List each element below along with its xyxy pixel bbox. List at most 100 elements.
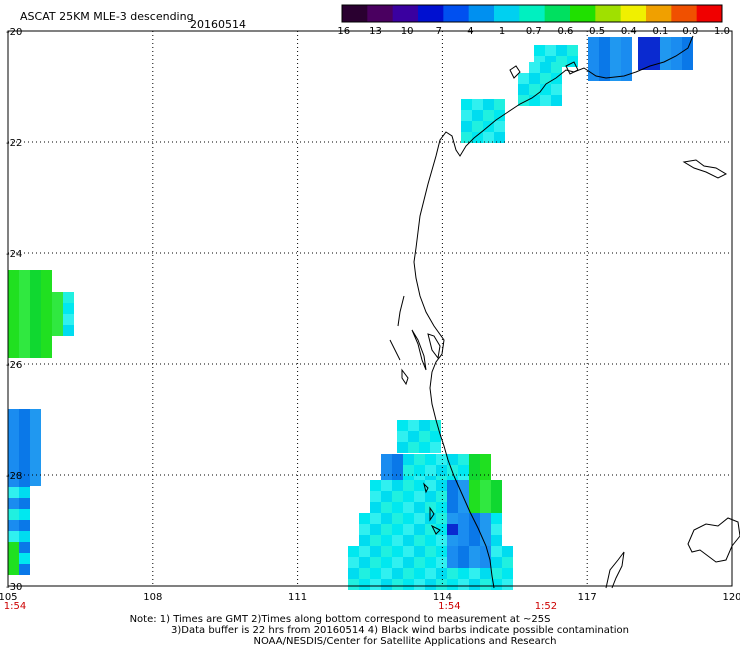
wind-cell (436, 491, 447, 502)
wind-cell (458, 502, 469, 513)
wind-cell (41, 292, 52, 303)
wind-cell (8, 509, 19, 520)
wind-cell (403, 513, 414, 524)
wind-cell (480, 480, 491, 491)
wind-cell (491, 491, 502, 502)
wind-cell (469, 480, 480, 491)
wind-cell (414, 491, 425, 502)
wind-cell (458, 568, 469, 579)
wind-cell (19, 464, 30, 475)
wind-cell (480, 454, 491, 465)
wind-cell (30, 336, 41, 347)
wind-cell (447, 557, 458, 568)
wind-cell (392, 546, 403, 557)
wind-cell (425, 535, 436, 546)
wind-cell (8, 325, 19, 336)
wind-cell (447, 568, 458, 579)
wind-cell (414, 480, 425, 491)
wind-cell (370, 535, 381, 546)
wind-cell (8, 281, 19, 292)
coastline-peninsula (411, 329, 427, 371)
wind-cell (381, 513, 392, 524)
wind-cell (621, 37, 632, 48)
wind-cell (52, 303, 63, 314)
colorbar-swatch (468, 5, 495, 22)
wind-cell (359, 546, 370, 557)
wind-cell (436, 502, 447, 513)
x-tick-label: 108 (143, 592, 162, 603)
wind-cell (610, 59, 621, 70)
wind-cell (610, 37, 621, 48)
wind-cell (518, 84, 529, 95)
colorbar-swatch (443, 5, 470, 22)
wind-cell (567, 56, 578, 67)
wind-cell (458, 524, 469, 535)
wind-cell (19, 314, 30, 325)
wind-cell (599, 48, 610, 59)
footer-line-3: NOAA/NESDIS/Center for Satellite Applica… (253, 636, 557, 647)
wind-cell (403, 568, 414, 579)
wind-cell (8, 292, 19, 303)
wind-cell (392, 491, 403, 502)
wind-cell (63, 303, 74, 314)
wind-cell (403, 502, 414, 513)
wind-cell (19, 292, 30, 303)
wind-cell (469, 465, 480, 476)
wind-cell (472, 110, 483, 121)
wind-cell (403, 524, 414, 535)
wind-cell (425, 524, 436, 535)
wind-cell (370, 491, 381, 502)
wind-cell (381, 568, 392, 579)
wind-cell (41, 325, 52, 336)
colorbar-swatch (519, 5, 546, 22)
wind-cell (447, 465, 458, 476)
wind-cell (359, 535, 370, 546)
map-frame (7, 30, 733, 587)
wind-cell (425, 557, 436, 568)
wind-cell (8, 542, 19, 553)
coastline-main (413, 35, 694, 589)
coastline-island-5 (565, 61, 579, 75)
wind-cell (19, 303, 30, 314)
wind-cell (480, 579, 491, 590)
wind-cell (41, 314, 52, 325)
wind-cell (491, 579, 502, 590)
wind-cell (436, 535, 447, 546)
wind-cell (458, 465, 469, 476)
wind-cell (671, 59, 682, 70)
wind-cell (621, 48, 632, 59)
wind-cell (491, 480, 502, 491)
wind-cell (19, 476, 30, 487)
wind-cell (414, 502, 425, 513)
wind-cell (469, 454, 480, 465)
wind-cell (19, 531, 30, 542)
wind-cell (30, 325, 41, 336)
wind-cell (588, 59, 599, 70)
wind-cell (392, 535, 403, 546)
coastline-island-3 (401, 368, 409, 386)
wind-cell (403, 579, 414, 590)
wind-cell (649, 37, 660, 48)
wind-cell (414, 465, 425, 476)
wind-cell (381, 454, 392, 465)
wind-cell (461, 110, 472, 121)
wind-cell (392, 513, 403, 524)
wind-cell (588, 37, 599, 48)
wind-cell (436, 513, 447, 524)
wind-cell (30, 420, 41, 431)
wind-cell (19, 270, 30, 281)
wind-cell (472, 121, 483, 132)
wind-cell (494, 99, 505, 110)
wind-cell (403, 557, 414, 568)
colorbar-swatch (570, 5, 596, 22)
wind-cell (19, 442, 30, 453)
wind-cell (436, 465, 447, 476)
wind-cell (392, 454, 403, 465)
wind-cell (480, 535, 491, 546)
wind-cell (480, 546, 491, 557)
wind-cell (480, 568, 491, 579)
y-tick-label: -30 (6, 582, 22, 593)
wind-cell (8, 336, 19, 347)
wind-cell (436, 524, 447, 535)
wind-cell (540, 73, 551, 84)
